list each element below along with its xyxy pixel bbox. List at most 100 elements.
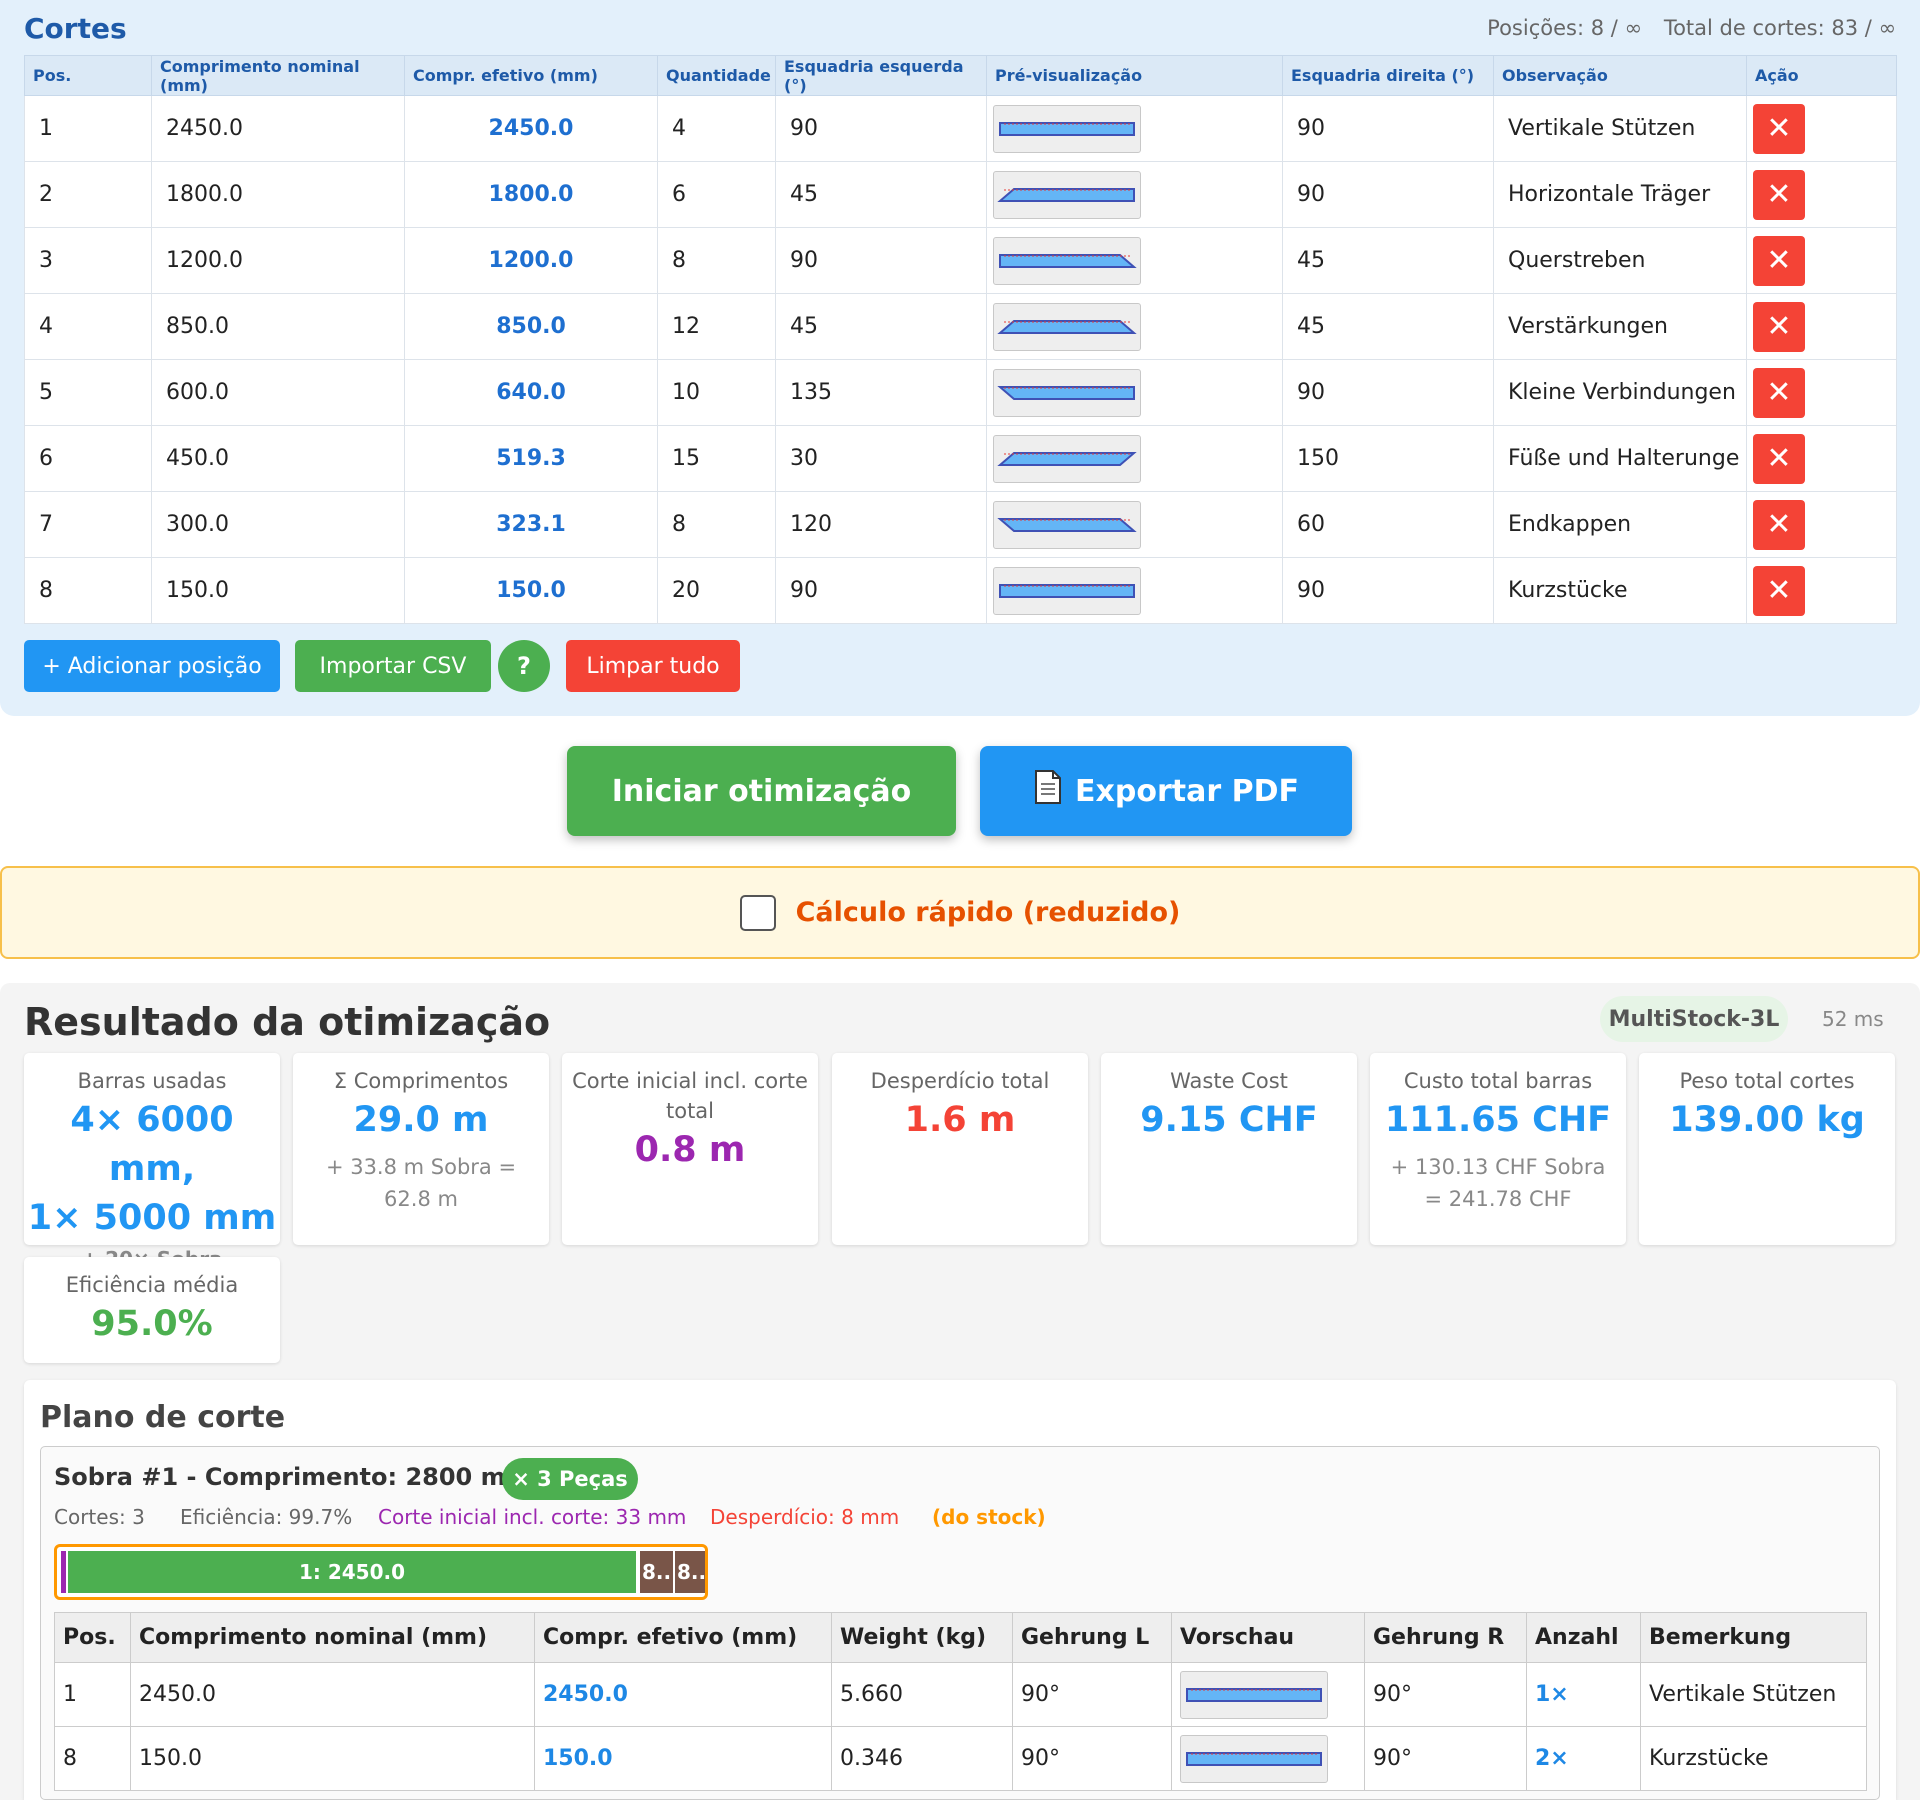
cut-right-miter-input[interactable]: 90 — [1282, 557, 1494, 624]
plan-count: 1× — [1526, 1662, 1641, 1727]
cut-bar-visual: 1: 2450.0 8.. 8.. — [54, 1544, 708, 1600]
cut-nominal-input[interactable]: 2450.0 — [151, 95, 405, 162]
cut-effective-length: 323.1 — [404, 491, 658, 558]
col-pos[interactable]: Pos. — [24, 55, 152, 96]
remnant-initial-cut: Corte inicial incl. corte: 33 mm — [378, 1505, 687, 1529]
close-icon[interactable]: ✕ — [1753, 301, 1805, 352]
cut-left-miter-input[interactable]: 135 — [775, 359, 987, 426]
import-csv-button[interactable]: Importar CSV — [295, 640, 491, 692]
close-icon[interactable]: ✕ — [1753, 235, 1805, 286]
col-action: Ação — [1746, 55, 1897, 96]
plan-note: Vertikale Stützen — [1640, 1662, 1867, 1727]
plan-weight: 5.660 — [831, 1662, 1013, 1727]
close-icon[interactable]: ✕ — [1753, 169, 1805, 220]
card-value: 1× 5000 mm — [27, 1198, 277, 1238]
cut-quantity-input[interactable]: 10 — [657, 359, 776, 426]
cut-note-input[interactable]: Füße und Halterunge — [1493, 425, 1747, 492]
card-value: 95.0% — [91, 1304, 213, 1344]
cut-note-input[interactable]: Endkappen — [1493, 491, 1747, 558]
cut-nominal-input[interactable]: 1800.0 — [151, 161, 405, 228]
export-pdf-label: Exportar PDF — [1075, 773, 1299, 809]
plan-pos: 1 — [54, 1662, 131, 1727]
cut-nominal-input[interactable]: 600.0 — [151, 359, 405, 426]
cut-right-miter-input[interactable]: 150 — [1282, 425, 1494, 492]
plan-miter-right: 90° — [1364, 1726, 1527, 1791]
cut-left-miter-input[interactable]: 45 — [775, 161, 987, 228]
col-effective-length[interactable]: Compr. efetivo (mm) — [404, 55, 658, 96]
cut-right-miter-input[interactable]: 60 — [1282, 491, 1494, 558]
cut-left-miter-input[interactable]: 90 — [775, 95, 987, 162]
card-sub: = 241.78 CHF — [1424, 1187, 1572, 1211]
card-value: 139.00 kg — [1669, 1100, 1865, 1140]
card-value: 29.0 m — [353, 1100, 489, 1140]
col-left-miter[interactable]: Esquadria esquerda (°) — [775, 55, 987, 96]
close-icon[interactable]: ✕ — [1753, 499, 1805, 550]
cut-note-input[interactable]: Querstreben — [1493, 227, 1747, 294]
cut-nominal-input[interactable]: 300.0 — [151, 491, 405, 558]
cut-preview — [986, 161, 1283, 228]
card-label: Custo total barras — [1403, 1069, 1593, 1093]
cut-note-input[interactable]: Kurzstücke — [1493, 557, 1747, 624]
cut-left-miter-input[interactable]: 30 — [775, 425, 987, 492]
cut-nominal-input[interactable]: 850.0 — [151, 293, 405, 360]
cut-left-miter-input[interactable]: 45 — [775, 293, 987, 360]
cut-action: ✕ — [1746, 425, 1897, 492]
cut-effective-length: 850.0 — [404, 293, 658, 360]
cut-action: ✕ — [1746, 161, 1897, 228]
plan-miter-right: 90° — [1364, 1662, 1527, 1727]
cut-left-miter-input[interactable]: 90 — [775, 227, 987, 294]
plan-preview — [1171, 1662, 1365, 1727]
help-button[interactable]: ? — [498, 640, 550, 692]
computation-time: 52 ms — [1822, 1007, 1884, 1031]
plan-pos: 8 — [54, 1726, 131, 1791]
cut-right-miter-input[interactable]: 45 — [1282, 227, 1494, 294]
bar-segment[interactable]: 8.. — [640, 1551, 673, 1593]
cut-nominal-input[interactable]: 150.0 — [151, 557, 405, 624]
close-icon[interactable]: ✕ — [1753, 103, 1805, 154]
cut-quantity-input[interactable]: 6 — [657, 161, 776, 228]
quick-calc-label[interactable]: Cálculo rápido (reduzido) — [795, 897, 1181, 928]
cut-right-miter-input[interactable]: 45 — [1282, 293, 1494, 360]
cut-right-miter-input[interactable]: 90 — [1282, 359, 1494, 426]
piece-preview — [993, 302, 1141, 351]
plan-miter-left: 90° — [1012, 1662, 1172, 1727]
clear-all-button[interactable]: Limpar tudo — [566, 640, 740, 692]
export-pdf-button[interactable]: Exportar PDF — [980, 746, 1352, 836]
cut-left-miter-input[interactable]: 90 — [775, 557, 987, 624]
cut-quantity-input[interactable]: 20 — [657, 557, 776, 624]
cut-action: ✕ — [1746, 293, 1897, 360]
quick-calc-panel: Cálculo rápido (reduzido) — [0, 866, 1920, 959]
bar-segment[interactable]: 1: 2450.0 — [68, 1551, 636, 1593]
cut-quantity-input[interactable]: 8 — [657, 491, 776, 558]
cut-quantity-input[interactable]: 4 — [657, 95, 776, 162]
cut-note-input[interactable]: Verstärkungen — [1493, 293, 1747, 360]
plan-col-miter-left: Gehrung L — [1012, 1612, 1172, 1663]
col-quantity[interactable]: Quantidade — [657, 55, 776, 96]
add-position-button[interactable]: + Adicionar posição — [24, 640, 280, 692]
col-nominal-length[interactable]: Comprimento nominal (mm) — [151, 55, 405, 96]
plan-col-preview: Vorschau — [1171, 1612, 1365, 1663]
bar-segment[interactable]: 8.. — [675, 1551, 705, 1593]
cut-nominal-input[interactable]: 1200.0 — [151, 227, 405, 294]
cut-quantity-input[interactable]: 8 — [657, 227, 776, 294]
close-icon[interactable]: ✕ — [1753, 367, 1805, 418]
cut-nominal-input[interactable]: 450.0 — [151, 425, 405, 492]
cut-quantity-input[interactable]: 12 — [657, 293, 776, 360]
cut-row: 5 600.0 640.0 10 135 90 Kleine Verbindun… — [24, 359, 1897, 426]
close-icon[interactable]: ✕ — [1753, 565, 1805, 616]
cut-right-miter-input[interactable]: 90 — [1282, 161, 1494, 228]
col-right-miter[interactable]: Esquadria direita (°) — [1282, 55, 1494, 96]
cut-quantity-input[interactable]: 15 — [657, 425, 776, 492]
cut-right-miter-input[interactable]: 90 — [1282, 95, 1494, 162]
quick-calc-checkbox[interactable] — [739, 894, 776, 931]
piece-preview — [993, 566, 1141, 615]
cut-preview — [986, 227, 1283, 294]
cut-note-input[interactable]: Kleine Verbindungen — [1493, 359, 1747, 426]
cut-note-input[interactable]: Horizontale Träger — [1493, 161, 1747, 228]
card-label: Peso total cortes — [1679, 1069, 1855, 1093]
cut-left-miter-input[interactable]: 120 — [775, 491, 987, 558]
start-optimization-button[interactable]: Iniciar otimização — [567, 746, 956, 836]
cut-note-input[interactable]: Vertikale Stützen — [1493, 95, 1747, 162]
close-icon[interactable]: ✕ — [1753, 433, 1805, 484]
col-note[interactable]: Observação — [1493, 55, 1747, 96]
